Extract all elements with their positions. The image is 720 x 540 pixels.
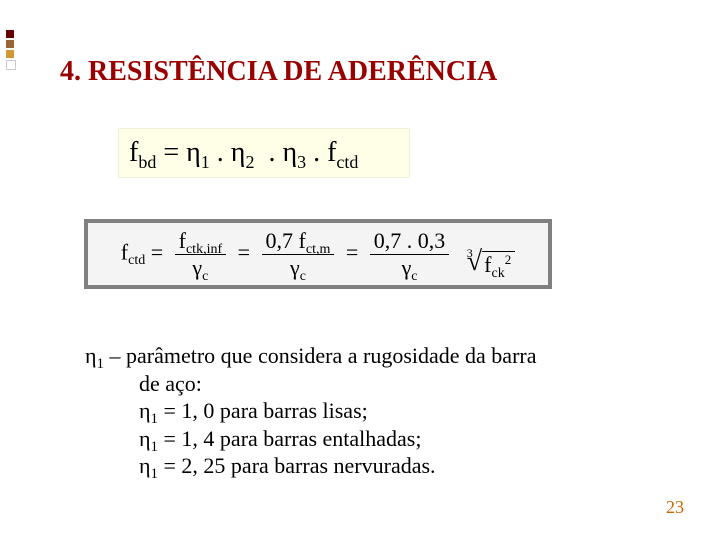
param-line-3: η1 = 1, 4 para barras entalhadas;: [139, 425, 645, 453]
decor-sq-3: [6, 50, 14, 58]
param-line-1b: de aço:: [139, 370, 645, 398]
param-line-2: η1 = 1, 0 para barras lisas;: [139, 397, 645, 425]
decor-sq-2: [6, 40, 14, 48]
formula-fctd-frame: fctd = fctk,inf γc = 0,7 fct,m γc = 0,7 …: [84, 219, 552, 289]
param-line-1: η1 – parâmetro que considera a rugosidad…: [85, 342, 645, 370]
decor-sq-1: [6, 30, 14, 38]
decor-sq-4: [6, 60, 16, 70]
side-decorative-squares: [0, 28, 18, 72]
formula-fbd: fbd = η1 . η2 . η3 . fctd: [118, 128, 410, 178]
param-line-4: η1 = 2, 25 para barras nervuradas.: [139, 452, 645, 480]
formula-text: fbd = η1 . η2 . η3 . fctd: [129, 137, 358, 169]
parameter-eta1-block: η1 – parâmetro que considera a rugosidad…: [85, 342, 645, 480]
page-number: 23: [666, 497, 684, 518]
formula-fctd: fctd = fctk,inf γc = 0,7 fct,m γc = 0,7 …: [121, 228, 515, 281]
section-heading: 4. RESISTÊNCIA DE ADERÊNCIA: [60, 56, 497, 88]
